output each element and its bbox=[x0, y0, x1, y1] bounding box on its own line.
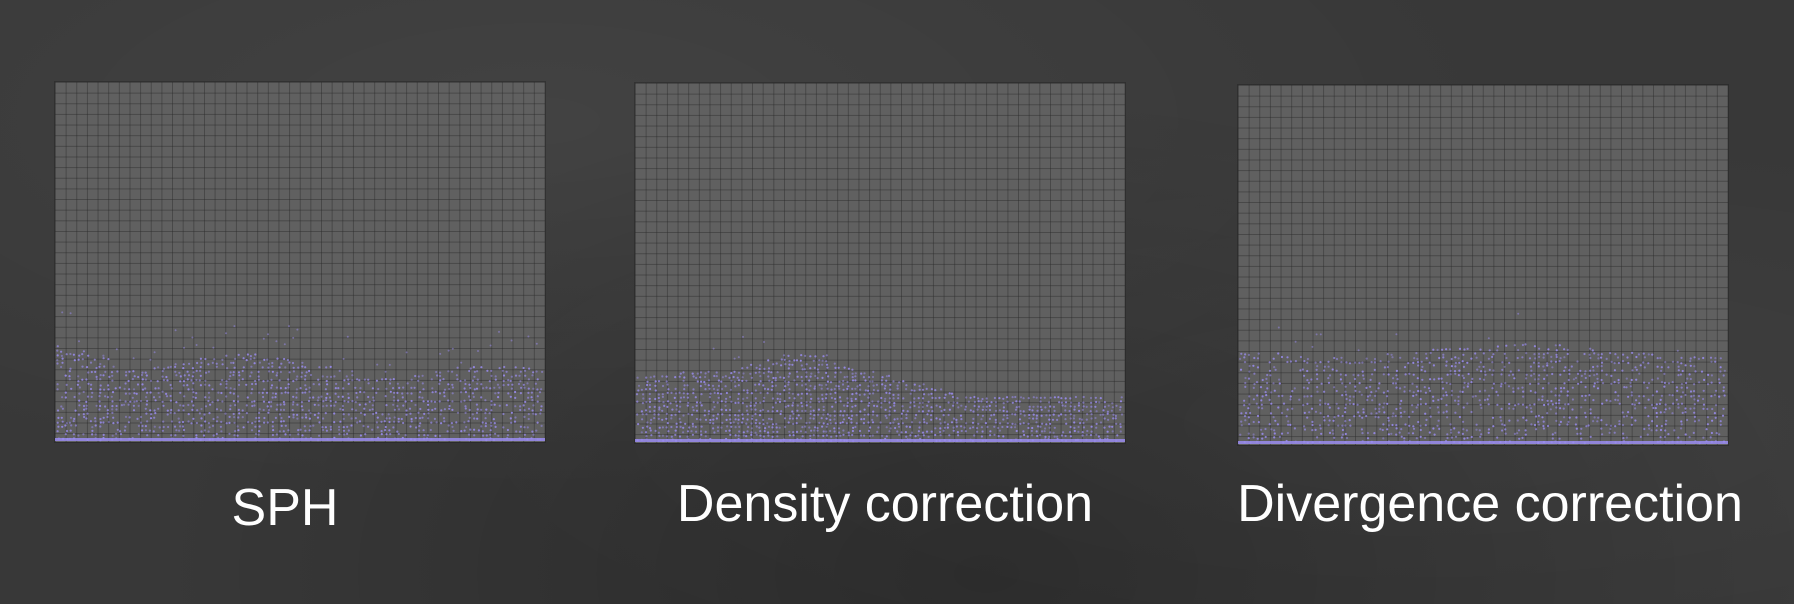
sph-caption: SPH bbox=[231, 479, 339, 537]
divergence-correction-particles bbox=[1238, 312, 1728, 445]
sph-simulation-panel bbox=[55, 82, 545, 442]
density-correction-particles bbox=[635, 335, 1125, 443]
density-correction-simulation-panel bbox=[635, 83, 1125, 443]
divergence-correction-caption: Divergence correction bbox=[1237, 475, 1743, 533]
density-correction-caption: Density correction bbox=[676, 475, 1094, 533]
sph-particles bbox=[55, 311, 545, 442]
divergence-correction-simulation-panel bbox=[1238, 85, 1728, 445]
